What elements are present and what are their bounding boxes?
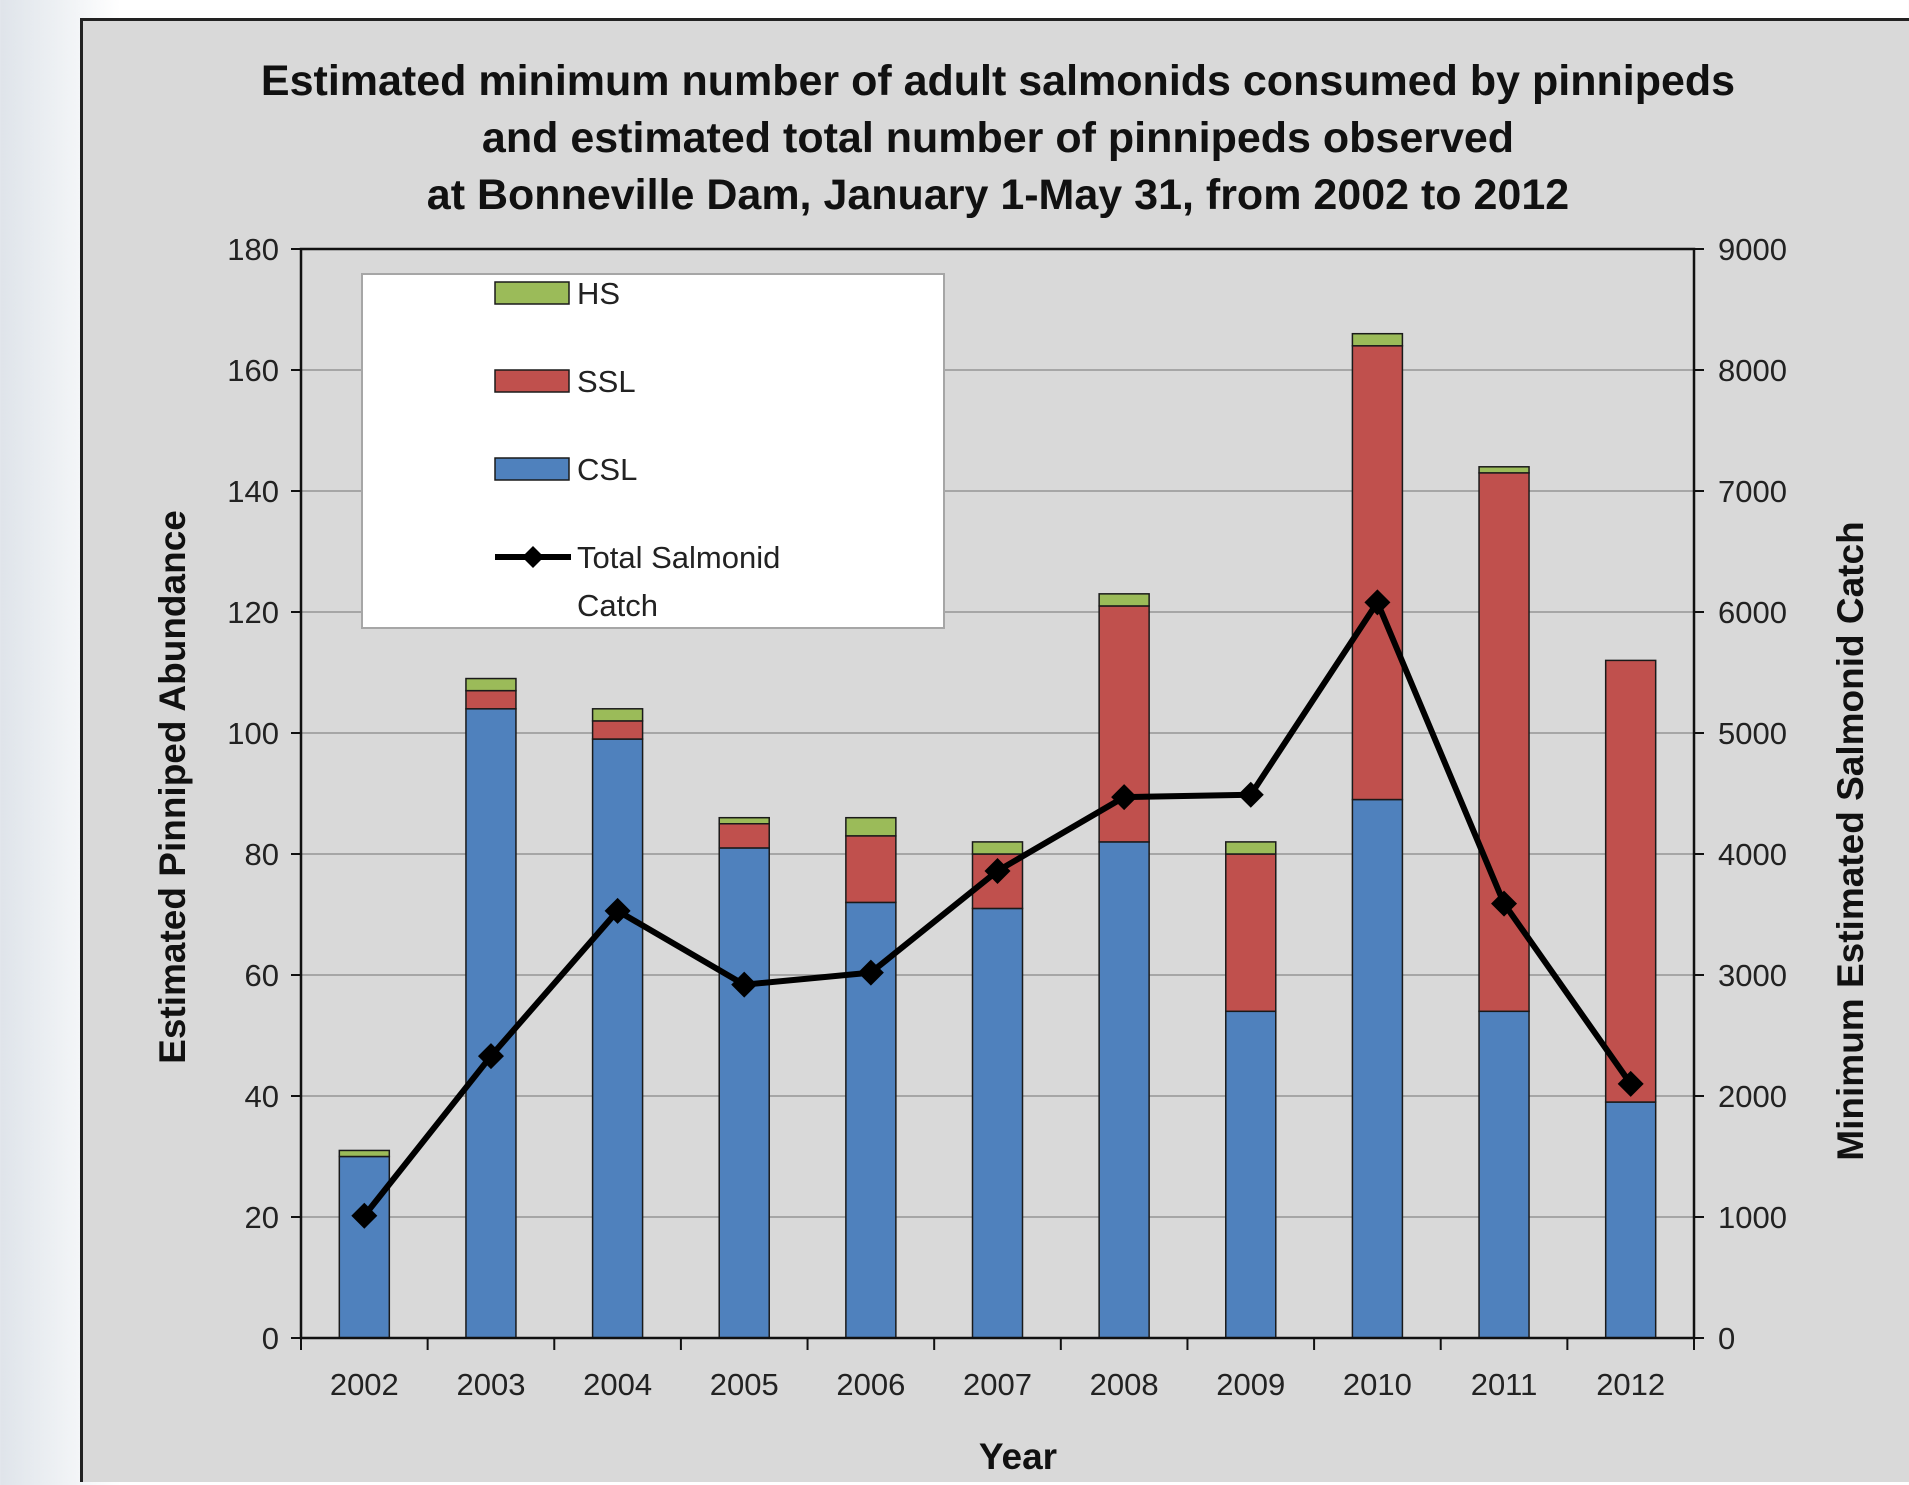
bar-ssl-2010 (1351, 345, 1404, 801)
bar-csl-2012 (1604, 1101, 1657, 1339)
bar-ssl-2006 (845, 835, 897, 904)
legend-label: Catch (577, 588, 658, 623)
legend: HS SSL CSL Total Salmonid Catch (361, 273, 945, 629)
y2-tick-label: 6000 (1718, 595, 1787, 630)
y-tick-label: 180 (227, 232, 279, 267)
y2-tick-label: 8000 (1718, 353, 1787, 388)
bar-csl-2005 (718, 847, 770, 1339)
bar-hs-2002 (338, 1149, 391, 1158)
chart-title-line: and estimated total number of pinnipeds … (482, 114, 1514, 162)
bar-ssl-2009 (1225, 853, 1277, 1013)
y-tick-label: 80 (245, 837, 279, 872)
y-tick-label: 40 (245, 1079, 279, 1114)
x-tick-label: 2007 (963, 1367, 1032, 1402)
legend-box (361, 273, 945, 629)
total-catch-point-2003 (477, 1043, 504, 1070)
bar-csl-2008 (1098, 841, 1150, 1339)
chart-title-line: at Bonneville Dam, January 1-May 31, fro… (427, 171, 1569, 219)
bar-csl-2003 (465, 708, 517, 1339)
y2-tick-label: 7000 (1718, 474, 1787, 509)
bar-hs-2006 (845, 816, 897, 837)
total-catch-point-2006 (857, 959, 884, 986)
x-tick-label: 2004 (583, 1367, 652, 1402)
bar-ssl-2005 (718, 823, 770, 849)
x-axis-title: Year (979, 1436, 1057, 1477)
total-catch-point-2009 (1237, 781, 1264, 808)
bar-csl-2010 (1351, 798, 1404, 1339)
bar-csl-2011 (1478, 1010, 1530, 1339)
legend-label: HS (577, 276, 620, 311)
x-tick-label: 2006 (836, 1367, 905, 1402)
bar-hs-2010 (1351, 332, 1404, 347)
total-catch-point-2012 (1617, 1070, 1644, 1097)
bar-hs-2008 (1098, 593, 1150, 607)
x-tick-label: 2003 (456, 1367, 525, 1402)
x-tick-label: 2009 (1216, 1367, 1285, 1402)
chart-svg: Estimated minimum number of adult salmon… (152, 57, 1871, 1477)
total-catch-point-2008 (1111, 784, 1138, 811)
total-catch-point-2010 (1364, 589, 1391, 616)
chart-title-line: Estimated minimum number of adult salmon… (261, 57, 1735, 105)
legend-swatch-marker (522, 546, 544, 568)
total-catch-point-2005 (731, 971, 758, 998)
legend-label: Total Salmonid (577, 540, 780, 575)
y-axis-title: Estimated Pinniped Abundance (152, 510, 193, 1064)
bar-hs-2009 (1225, 841, 1277, 855)
legend-swatch-ssl (494, 369, 570, 393)
bar-ssl-2011 (1478, 472, 1530, 1013)
y-tick-label: 100 (227, 716, 279, 751)
legend-label: SSL (577, 364, 636, 399)
axes: 0 20 40 60 80 100 120 140 160 180 0 1000 2000 3000 400… (227, 232, 1787, 1402)
y2-tick-label: 1000 (1718, 1200, 1787, 1235)
x-tick-label: 2008 (1090, 1367, 1159, 1402)
x-tick-label: 2002 (330, 1367, 399, 1402)
bar-hs-2005 (718, 816, 770, 825)
y2-tick-label: 9000 (1718, 232, 1787, 267)
y-tick-label: 60 (245, 958, 279, 993)
total-catch-point-2002 (351, 1202, 378, 1229)
x-tick-label: 2012 (1596, 1367, 1665, 1402)
bar-ssl-2012 (1604, 659, 1657, 1103)
y2-tick-label: 0 (1718, 1321, 1735, 1356)
bar-hs-2011 (1478, 466, 1530, 474)
y2-tick-label: 2000 (1718, 1079, 1787, 1114)
bar-hs-2007 (971, 841, 1024, 855)
total-catch-line (351, 589, 1644, 1229)
plot-border (299, 247, 1696, 1340)
x-tick-label: 2010 (1343, 1367, 1412, 1402)
y-tick-label: 0 (262, 1321, 279, 1356)
chart-frame: Estimated minimum number of adult salmon… (80, 18, 1909, 1482)
total-catch-point-2007 (984, 857, 1011, 884)
legend-label: CSL (577, 452, 637, 487)
legend-swatch-csl (494, 457, 570, 481)
total-catch-point-2011 (1491, 890, 1518, 917)
y-tick-label: 160 (227, 353, 279, 388)
chart-title: Estimated minimum number of adult salmon… (261, 57, 1735, 219)
bar-hs-2004 (591, 708, 644, 722)
x-tick-label: 2011 (1471, 1367, 1538, 1402)
y2-tick-label: 4000 (1718, 837, 1787, 872)
y-tick-label: 140 (227, 474, 279, 509)
bar-csl-2009 (1225, 1010, 1277, 1339)
total-catch-point-2004 (604, 897, 631, 924)
bar-hs-2003 (465, 677, 517, 692)
y-tick-label: 20 (245, 1200, 279, 1235)
bar-csl-2007 (971, 907, 1024, 1339)
y2-tick-label: 5000 (1718, 716, 1787, 751)
y2-tick-label: 3000 (1718, 958, 1787, 993)
bar-csl-2004 (591, 738, 644, 1339)
bar-ssl-2004 (591, 720, 644, 740)
y-tick-label: 120 (227, 595, 279, 630)
legend-swatch-hs (494, 281, 570, 305)
bar-csl-2002 (338, 1155, 391, 1339)
y2-axis-title: Minimum Estimated Salmonid Catch (1830, 521, 1871, 1160)
bar-ssl-2003 (465, 689, 517, 710)
x-tick-label: 2005 (710, 1367, 779, 1402)
